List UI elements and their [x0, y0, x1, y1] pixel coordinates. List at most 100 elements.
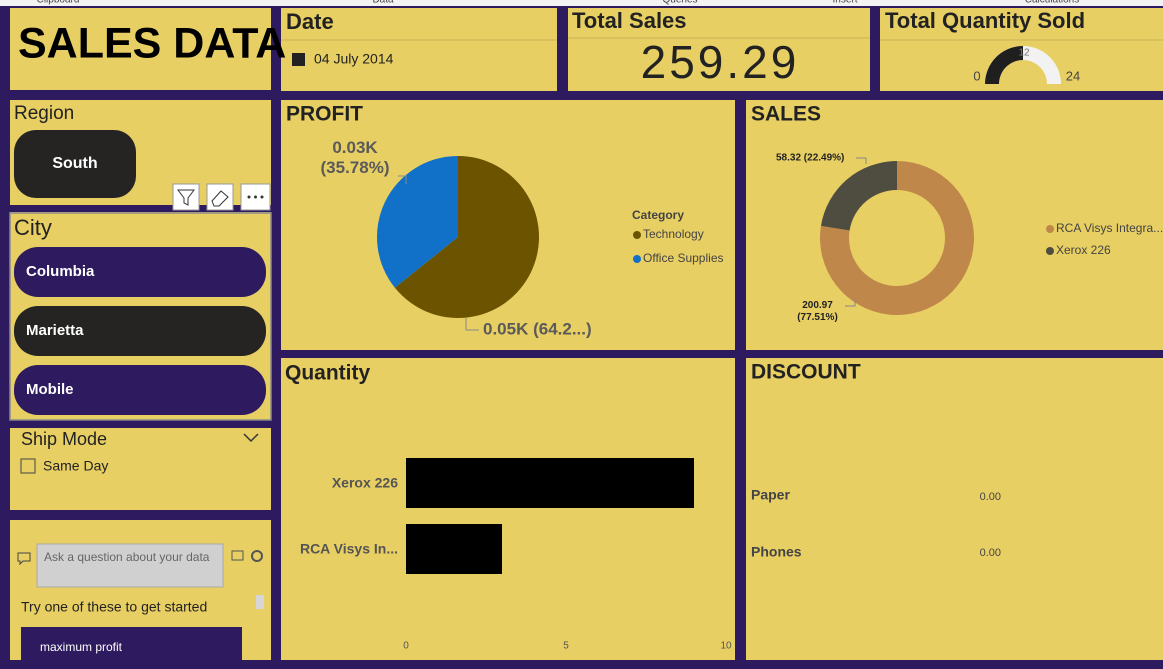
slicer-option[interactable]: Columbia — [26, 263, 95, 280]
legend-label: RCA Visys Integra... — [1056, 221, 1163, 235]
slicer-button[interactable] — [14, 306, 266, 356]
bar — [406, 458, 694, 508]
card-title: Total Quantity Sold — [885, 8, 1085, 33]
ribbon-label[interactable]: Queries — [662, 0, 697, 6]
suggestion-label[interactable]: maximum profit — [40, 640, 123, 654]
qna-input-text: Ask a question about your data — [44, 550, 210, 564]
leader-line — [856, 157, 867, 164]
table-cell: Paper — [751, 487, 790, 503]
panel — [281, 8, 557, 91]
panel — [10, 8, 271, 90]
legend-label: Xerox 226 — [1056, 243, 1111, 257]
table-cell: 0.00 — [980, 547, 1001, 559]
pie-data-label: 0.05K (64.2...) — [483, 319, 592, 338]
card-dividers — [281, 37, 1163, 41]
legend-title: Category — [632, 208, 684, 222]
report-title: SALES DATA — [18, 19, 286, 67]
ribbon-label[interactable]: Data — [372, 0, 394, 6]
gauge-max: 24 — [1066, 68, 1080, 83]
legend-marker — [633, 231, 641, 239]
slicer-button[interactable] — [14, 365, 266, 415]
legend: RCA Visys Integra... Xerox 226 — [1046, 221, 1163, 257]
legend-label: Technology — [643, 227, 704, 241]
pie-label-box: 0.03K (35.78%) — [320, 138, 390, 178]
legend-marker — [1046, 247, 1054, 255]
legend: Technology Office Supplies — [633, 227, 724, 265]
y-tick-label: RCA Visys In... — [300, 541, 398, 557]
bar — [406, 524, 502, 574]
donut-label-box: 200.97 (77.51%) — [797, 300, 838, 323]
ribbon — [0, 0, 1163, 6]
bar-chart: 0 5 10 Xerox 226 RCA Visys In... — [300, 458, 732, 652]
x-tick-label: 10 — [720, 641, 732, 652]
x-tick-label: 0 — [403, 641, 409, 652]
eraser-icon[interactable] — [206, 183, 234, 211]
panel — [10, 428, 271, 510]
donut-data-label: 200.97 (77.51%) — [797, 300, 838, 323]
gauge-value: 12 — [1018, 48, 1030, 59]
leader-line — [845, 298, 856, 307]
x-tick-label: 5 — [563, 641, 569, 652]
settings-icon[interactable] — [251, 550, 263, 562]
kpi-value: 259.29 — [641, 36, 800, 88]
visual-title: SALES — [751, 103, 821, 126]
panel — [746, 358, 1163, 660]
card-title: Total Sales — [572, 8, 687, 33]
filter-icon[interactable] — [172, 183, 200, 211]
slice — [820, 161, 897, 231]
leader-line — [465, 318, 479, 331]
gauge-min: 0 — [973, 68, 980, 83]
visual-title: Quantity — [285, 362, 370, 385]
qna-tool-icon[interactable] — [231, 550, 244, 561]
slicer-title: City — [14, 215, 52, 240]
suggestion-button[interactable] — [21, 627, 242, 660]
table-cell: Phones — [751, 544, 802, 560]
slicer-option[interactable]: Marietta — [26, 322, 84, 339]
checkbox-label[interactable]: Same Day — [43, 458, 108, 474]
panels — [10, 8, 1163, 660]
slicer-button[interactable] — [14, 247, 266, 297]
qna-icon — [17, 552, 31, 566]
donut-chart — [819, 161, 974, 316]
slicer-option[interactable]: Mobile — [26, 381, 74, 398]
slice — [394, 156, 539, 318]
slicer-title: Region — [14, 103, 74, 124]
legend-marker — [633, 255, 641, 263]
legend-label: Office Supplies — [643, 251, 724, 265]
qna-input[interactable] — [36, 543, 224, 588]
gauge-fill — [985, 46, 1023, 84]
slicer-button[interactable] — [14, 130, 136, 198]
leader-line — [398, 175, 407, 184]
qna-placeholder[interactable]: Ask a question about your data — [44, 550, 210, 564]
panel — [568, 8, 870, 91]
gauge: 0 24 12 — [973, 45, 1080, 84]
pie-data-label: 0.03K (35.78%) — [320, 138, 390, 178]
card-title: Date — [286, 9, 334, 34]
slice — [819, 161, 974, 316]
table-cell: 0.00 — [980, 491, 1001, 503]
legend-marker — [1046, 225, 1054, 233]
selection-border — [9, 212, 272, 421]
date-value: 04 July 2014 — [314, 51, 394, 67]
slicer-option[interactable]: South — [52, 155, 97, 172]
ribbon-label[interactable]: Calculations — [1025, 0, 1079, 6]
donut-data-label: 58.32 (22.49%) — [776, 153, 844, 164]
slicer-title: Ship Mode — [21, 429, 107, 449]
visual-title: PROFIT — [286, 103, 363, 126]
legend-swatch — [292, 53, 305, 66]
visual-header-icons — [172, 183, 271, 211]
visual-title: DISCOUNT — [751, 361, 861, 384]
filter-glyph — [177, 189, 195, 206]
slice — [377, 156, 458, 288]
eraser-glyph — [211, 190, 229, 207]
ribbon-label[interactable]: Clipboard — [37, 0, 80, 6]
dropdown-chevron[interactable] — [243, 433, 259, 443]
scrollbar[interactable] — [256, 595, 264, 609]
qna-prompt: Try one of these to get started — [21, 599, 207, 615]
y-tick-label: Xerox 226 — [332, 475, 398, 491]
ribbon-label[interactable]: Insert — [832, 0, 857, 6]
checkbox[interactable] — [20, 458, 36, 474]
pie-chart — [377, 156, 539, 318]
